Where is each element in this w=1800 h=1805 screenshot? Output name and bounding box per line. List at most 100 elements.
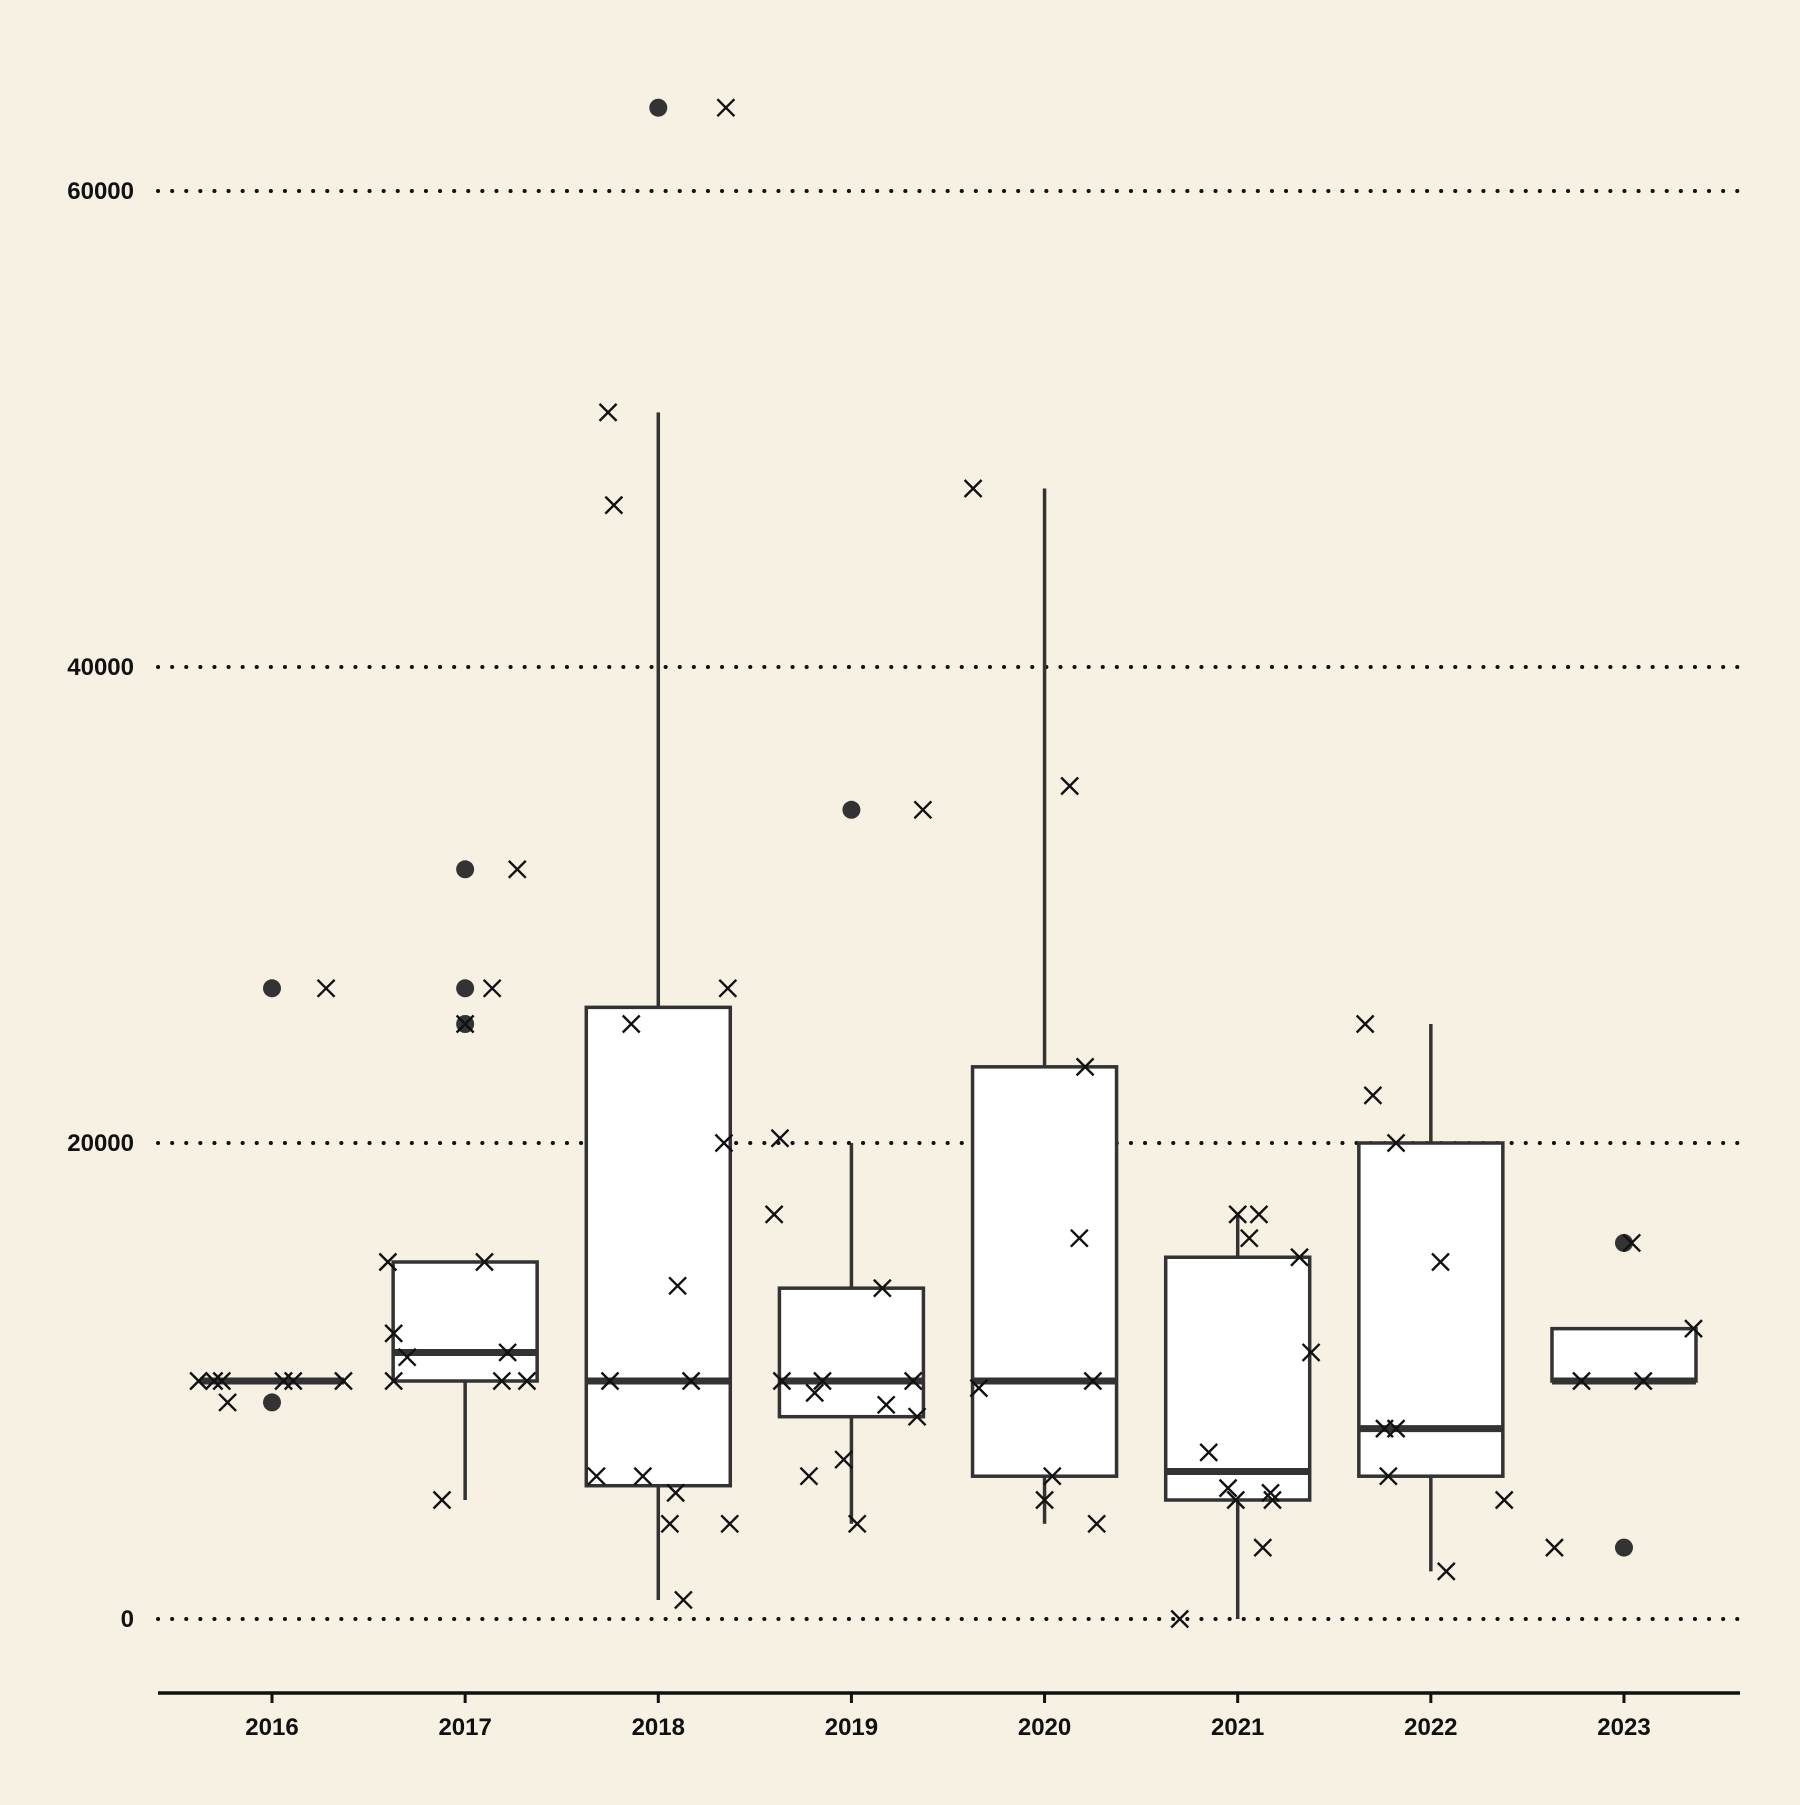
data-point	[316, 978, 336, 998]
data-point	[1572, 1371, 1591, 1391]
data-point-stroke	[1633, 1371, 1653, 1391]
data-point-stroke	[598, 402, 618, 422]
data-point-stroke	[1494, 1490, 1514, 1510]
data-point	[1263, 1490, 1282, 1510]
data-point-stroke	[1218, 1478, 1238, 1498]
data-point	[1301, 1343, 1321, 1362]
data-point-stroke	[1263, 1490, 1282, 1510]
data-point	[432, 1490, 452, 1510]
data-point	[720, 1514, 740, 1534]
data-point	[1249, 1205, 1269, 1224]
data-point-stroke	[660, 1514, 680, 1534]
data-point-stroke	[189, 1371, 208, 1391]
data-point	[799, 1466, 819, 1486]
box-iqr	[584, 1005, 733, 1488]
outlier-point	[263, 1393, 281, 1412]
data-point	[1218, 1478, 1238, 1498]
data-point	[1379, 1466, 1398, 1486]
data-point-stroke	[1363, 1086, 1383, 1105]
data-point-stroke	[1431, 1252, 1450, 1272]
data-point-stroke	[674, 1590, 693, 1610]
data-point	[1261, 1483, 1280, 1503]
data-point	[772, 1371, 792, 1391]
data-point	[969, 1378, 989, 1398]
data-point-stroke	[1253, 1538, 1273, 1557]
data-point	[714, 1133, 734, 1153]
data-point	[1083, 1371, 1103, 1391]
data-point	[1545, 1538, 1564, 1557]
data-point	[1239, 1228, 1259, 1248]
outlier-point	[842, 800, 861, 819]
x-tick-label: 2016	[245, 1714, 298, 1741]
box-iqr	[1550, 1326, 1698, 1383]
data-point	[913, 800, 933, 820]
data-point-stroke	[283, 1371, 303, 1391]
data-point	[212, 1371, 232, 1391]
outlier-point	[263, 979, 281, 998]
data-point	[621, 1014, 641, 1034]
data-point	[1035, 1490, 1054, 1510]
data-point	[1075, 1057, 1095, 1077]
data-point-stroke	[384, 1324, 404, 1343]
data-point-stroke	[1042, 1466, 1062, 1486]
data-point-stroke	[1249, 1205, 1269, 1224]
data-point	[770, 1128, 790, 1148]
data-point	[1386, 1419, 1406, 1438]
data-point	[876, 1395, 896, 1415]
data-point-stroke	[1386, 1419, 1406, 1438]
data-point	[674, 1590, 693, 1610]
y-tick-label: 20000	[67, 1130, 134, 1157]
data-point-stroke	[1261, 1483, 1280, 1503]
data-point-stroke	[903, 1371, 923, 1391]
data-point-stroke	[1035, 1490, 1054, 1510]
data-point-stroke	[316, 978, 336, 998]
data-point-stroke	[1684, 1319, 1703, 1338]
data-point-stroke	[847, 1514, 867, 1534]
data-point	[872, 1278, 892, 1298]
data-point	[218, 1393, 237, 1412]
data-point-stroke	[587, 1466, 606, 1486]
data-point	[378, 1252, 398, 1272]
data-point	[1253, 1538, 1273, 1557]
data-point-stroke	[681, 1371, 701, 1391]
data-point	[475, 1252, 494, 1272]
data-point	[681, 1371, 701, 1391]
box-iqr	[391, 1260, 539, 1383]
data-point	[482, 978, 502, 998]
outlier-point	[1614, 1538, 1633, 1557]
data-point	[1170, 1609, 1190, 1629]
data-point	[764, 1205, 784, 1224]
data-point-stroke	[378, 1252, 398, 1272]
y-tick-label: 40000	[67, 654, 134, 681]
data-point-stroke	[1069, 1228, 1089, 1248]
data-point-stroke	[1170, 1609, 1190, 1629]
data-point-stroke	[633, 1466, 653, 1486]
data-point	[598, 402, 618, 422]
data-point-stroke	[1239, 1228, 1259, 1248]
data-point	[660, 1514, 680, 1534]
data-point-stroke	[799, 1466, 819, 1486]
data-point	[716, 98, 736, 118]
data-point-stroke	[1572, 1371, 1591, 1391]
x-tick-label: 2018	[632, 1714, 685, 1741]
data-point	[283, 1371, 303, 1391]
data-point	[455, 1014, 475, 1034]
data-point	[587, 1466, 606, 1486]
box-iqr	[777, 1286, 926, 1419]
data-point	[1355, 1014, 1375, 1034]
data-point-stroke	[334, 1371, 353, 1391]
data-point	[907, 1407, 927, 1427]
box-iqr	[970, 1065, 1119, 1478]
outlier-point	[649, 98, 668, 117]
data-point-stroke	[913, 800, 933, 820]
data-point	[600, 1371, 620, 1391]
data-point	[1042, 1466, 1062, 1486]
data-point-stroke	[475, 1252, 494, 1272]
x-tick-label: 2019	[825, 1714, 878, 1741]
data-point-stroke	[482, 978, 502, 998]
data-point	[507, 859, 527, 879]
data-point	[204, 1371, 224, 1391]
data-point-stroke	[384, 1371, 404, 1391]
data-point-stroke	[876, 1395, 896, 1415]
